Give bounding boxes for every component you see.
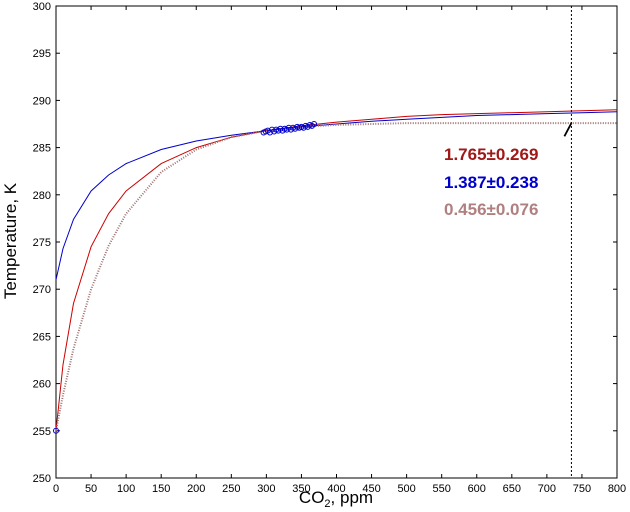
x-tick-label: 450	[362, 483, 380, 495]
y-tick-label: 285	[33, 143, 51, 155]
y-tick-label: 270	[33, 284, 51, 296]
x-tick-label: 250	[222, 483, 240, 495]
annotation-red: 1.765±0.269	[444, 145, 538, 164]
x-tick-label: 600	[468, 483, 486, 495]
x-tick-label: 750	[573, 483, 591, 495]
y-tick-label: 295	[33, 48, 51, 60]
series-line-0	[55, 111, 618, 280]
x-tick-label: 350	[292, 483, 310, 495]
x-axis-label-main: CO	[299, 488, 325, 507]
x-tick-label: 800	[608, 483, 626, 495]
x-tick-label: 300	[257, 483, 275, 495]
y-tick-label: 280	[33, 190, 51, 202]
observation-point	[53, 427, 59, 434]
y-tick-label: 250	[33, 473, 51, 485]
x-axis-label-rest: , ppm	[331, 488, 374, 507]
annotation-pink: 0.456±0.076	[444, 200, 538, 219]
y-axis-label: Temperature, K	[1, 182, 20, 299]
observation-point	[311, 121, 318, 127]
tick-marks	[55, 5, 618, 479]
observation-layer	[53, 121, 318, 434]
x-tick-label: 200	[187, 483, 205, 495]
x-tick-label: 700	[538, 483, 556, 495]
y-tick-label: 265	[33, 331, 51, 343]
series-line-2	[55, 122, 617, 431]
x-axis-label-subscript: 2	[324, 498, 330, 510]
y-tick-label: 260	[33, 379, 51, 391]
y-tick-label: 255	[33, 426, 51, 438]
x-tick-label: 500	[397, 483, 415, 495]
tick-labels: 0 50 100 150 200 250 300 350 400 450 500 550 600 650 7…	[33, 1, 627, 495]
plot-frame	[55, 5, 618, 479]
annotation-blue: 1.387±0.238	[444, 173, 538, 192]
x-tick-label: 400	[327, 483, 345, 495]
x-tick-label: 0	[53, 483, 59, 495]
x-tick-label: 550	[433, 483, 451, 495]
y-tick-label: 275	[33, 237, 51, 249]
x-axis-label: CO2, ppm	[299, 488, 373, 510]
x-tick-label: 150	[152, 483, 170, 495]
x-tick-label: 50	[85, 483, 97, 495]
x-tick-label: 100	[117, 483, 135, 495]
y-tick-label: 290	[33, 95, 51, 107]
pointer-line	[563, 122, 573, 137]
reference-layer	[563, 6, 573, 478]
y-tick-label: 300	[33, 1, 51, 13]
x-tick-label: 650	[503, 483, 521, 495]
